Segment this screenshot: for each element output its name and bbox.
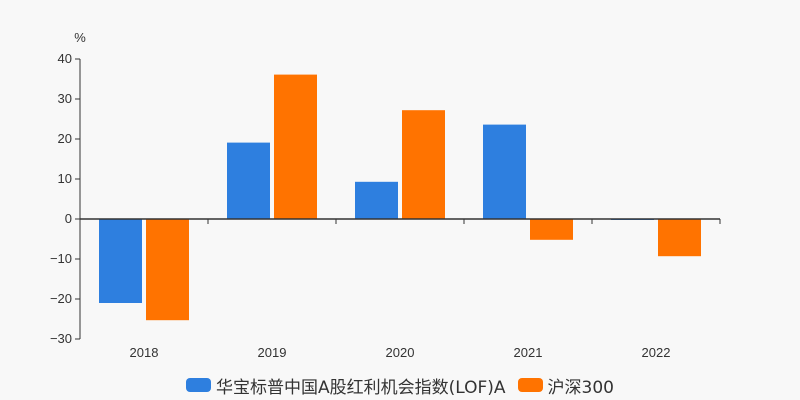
y-tick-label: 30	[58, 91, 72, 106]
x-tick-label: 2018	[130, 345, 159, 360]
y-tick-label: −10	[50, 251, 72, 266]
y-tick-label: −30	[50, 331, 72, 346]
legend-item-fund[interactable]: 华宝标普中国A股红利机会指数(LOF)A	[185, 373, 506, 398]
bar-2018-fund[interactable]	[99, 219, 142, 303]
y-tick-label: 10	[58, 171, 72, 186]
bar-2019-hs300[interactable]	[274, 74, 317, 219]
legend: 华宝标普中国A股红利机会指数(LOF)A 沪深300	[0, 372, 800, 398]
x-tick-label: 2022	[642, 345, 671, 360]
y-tick-label: −20	[50, 291, 72, 306]
y-axis-unit-label: %	[74, 30, 86, 45]
bar-2018-hs300[interactable]	[146, 219, 189, 321]
x-tick-label: 2021	[514, 345, 543, 360]
bar-2021-fund[interactable]	[483, 124, 526, 219]
bar-2021-hs300[interactable]	[530, 219, 573, 240]
legend-swatch-fund	[185, 378, 211, 392]
bar-2020-fund[interactable]	[355, 181, 398, 219]
y-tick-label: 40	[58, 51, 72, 66]
legend-swatch-hs300	[517, 378, 543, 392]
legend-label-hs300: 沪深300	[547, 377, 614, 398]
y-tick-label: 0	[65, 211, 72, 226]
bar-2019-fund[interactable]	[227, 142, 270, 219]
legend-item-hs300[interactable]: 沪深300	[517, 373, 614, 398]
bar-2022-hs300[interactable]	[658, 219, 701, 257]
y-axis: 40 30 20 10 0 −10 −20 −30	[50, 51, 81, 346]
x-tick-label: 2019	[258, 345, 287, 360]
x-tick-label: 2020	[386, 345, 415, 360]
bar-2020-hs300[interactable]	[402, 110, 445, 219]
x-axis: 2018 2019 2020 2021 2022	[79, 218, 721, 360]
y-tick-label: 20	[58, 131, 72, 146]
legend-label-fund: 华宝标普中国A股红利机会指数(LOF)A	[215, 377, 506, 398]
bars	[99, 74, 701, 321]
